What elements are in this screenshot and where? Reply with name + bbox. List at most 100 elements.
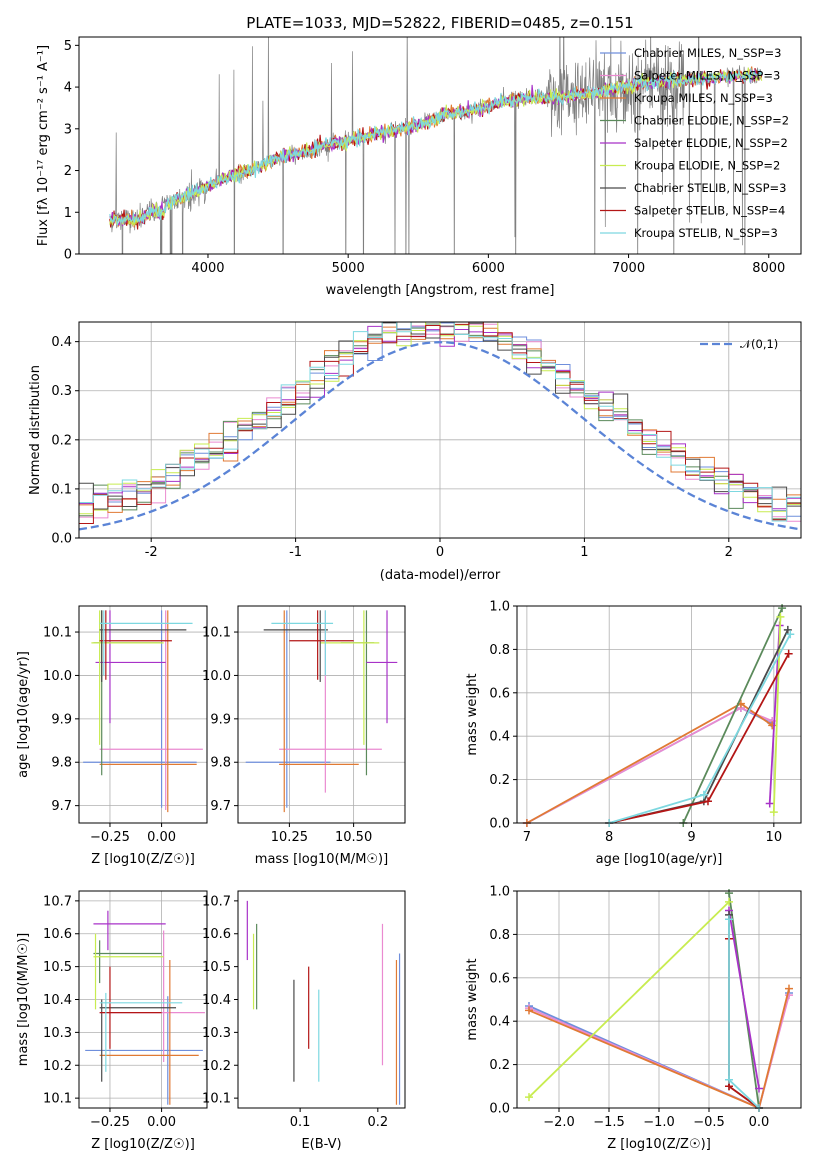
legend-label: Chabrier MILES, N_SSP=3	[634, 46, 781, 60]
mass_vs_ebv-frame	[237, 890, 406, 1109]
series-point	[525, 1006, 533, 1015]
series-line	[682, 607, 783, 824]
age_vs_mass-errorbars	[245, 610, 398, 813]
y-tick-label: 5	[64, 39, 72, 54]
y-tick-label: 10.2	[202, 1059, 231, 1074]
mass_vs_ebv-axes	[234, 900, 379, 1112]
x-tick-label: -1	[289, 545, 302, 560]
weight_vs_Z-frame	[516, 890, 802, 1109]
series-point	[784, 649, 793, 658]
legend-label: Kroupa MILES, N_SSP=3	[634, 91, 773, 105]
series-point	[725, 1075, 733, 1084]
spectrum-frame	[78, 36, 802, 255]
series-point	[785, 984, 793, 993]
series-line	[609, 653, 790, 824]
histogram-ylabel: Normed distribution	[28, 365, 43, 495]
x-tick-label: 9	[687, 830, 695, 845]
weight_vs_age-ylabel: mass weight	[465, 673, 480, 755]
series-point	[786, 630, 795, 639]
spectrum-legend: Chabrier MILES, N_SSP=3 Salpeter MILES, N…	[600, 46, 789, 240]
y-tick-label: 10.4	[43, 993, 72, 1008]
weight_vs_age-xlabel: age [log10(age/yr)]	[596, 852, 723, 867]
series-point	[769, 808, 778, 817]
y-tick-label: 9.9	[210, 712, 231, 727]
mass_vs_Z-xlabel: Z [log10(Z/Z☉)]	[91, 1137, 195, 1152]
y-tick-label: 10.4	[202, 993, 231, 1008]
legend-label: Chabrier STELIB, N_SSP=3	[634, 181, 786, 195]
y-tick-label: 10.1	[43, 1092, 72, 1107]
y-tick-label: 10.1	[43, 626, 72, 641]
histogram-step	[79, 322, 801, 522]
y-tick-label: 0.0	[489, 817, 510, 832]
x-tick-label: 8	[605, 830, 613, 845]
x-tick-label: 0.0	[749, 1115, 770, 1130]
series-point	[778, 604, 787, 613]
series-point	[725, 897, 733, 906]
y-tick-label: 0.6	[489, 971, 510, 986]
age_vs_mass-frame	[237, 605, 406, 824]
x-tick-label: 8000	[752, 261, 785, 276]
series-line	[526, 706, 772, 824]
series-point	[703, 797, 712, 806]
series-line	[528, 901, 730, 1098]
series-line	[728, 938, 760, 1109]
weight_vs_Z-ylabel: mass weight	[465, 958, 480, 1040]
series-point	[783, 625, 792, 634]
legend-label: Salpeter STELIB, N_SSP=4	[634, 204, 785, 218]
y-tick-label: 10.3	[202, 1026, 231, 1041]
series-point	[725, 889, 733, 898]
gaussian-curve	[79, 341, 801, 531]
y-tick-label: 0.4	[489, 730, 510, 745]
y-tick-label: 10.6	[43, 927, 72, 942]
weight_vs_age-lines	[522, 604, 795, 827]
y-tick-label: 9.7	[51, 799, 72, 814]
x-tick-label: −0.25	[90, 830, 130, 845]
legend-label: 𝒩(0,1)	[740, 337, 778, 351]
y-tick-label: 10.1	[202, 626, 231, 641]
y-tick-label: 9.7	[210, 799, 231, 814]
series-point	[755, 1084, 763, 1093]
y-tick-label: 9.9	[51, 712, 72, 727]
x-tick-label: 4000	[191, 261, 224, 276]
mass_vs_Z-frame	[78, 890, 208, 1109]
y-tick-label: 0.8	[489, 928, 510, 943]
x-tick-label: 2	[725, 545, 733, 560]
y-tick-label: 10.5	[43, 960, 72, 975]
y-tick-label: 10.6	[202, 927, 231, 942]
weight_vs_Z-xlabel: Z [log10(Z/Z☉)]	[607, 1137, 711, 1152]
legend-label: Kroupa ELODIE, N_SSP=2	[634, 159, 780, 173]
y-tick-label: 10.7	[43, 894, 72, 909]
legend-label: Kroupa STELIB, N_SSP=3	[634, 226, 778, 240]
series-point	[725, 915, 733, 924]
x-tick-label: 0.00	[147, 830, 176, 845]
age_vs_Z-errorbars	[83, 610, 203, 813]
x-tick-label: 1	[580, 545, 588, 560]
series-line	[526, 702, 773, 824]
y-tick-label: 0.4	[51, 335, 72, 350]
y-tick-label: 0.3	[51, 384, 72, 399]
y-tick-label: 10.3	[43, 1026, 72, 1041]
histogram-xlabel: (data-model)/error	[380, 568, 501, 583]
y-tick-label: 10.0	[43, 669, 72, 684]
x-tick-label: 10	[766, 830, 783, 845]
y-tick-label: 0.2	[51, 433, 72, 448]
x-tick-label: 7000	[612, 261, 645, 276]
age_vs_Z-frame	[78, 605, 208, 824]
age_vs_mass-xlabel: mass [log10(M/M☉)]	[255, 852, 388, 867]
mass_vs_ebv-errorbars	[246, 900, 401, 1105]
y-tick-label: 0.2	[489, 773, 510, 788]
x-tick-label: 0.1	[290, 1115, 311, 1130]
y-tick-label: 0.4	[489, 1015, 510, 1030]
x-tick-label: 7	[523, 830, 531, 845]
weight_vs_age-frame	[516, 605, 802, 824]
spectrum-lines	[109, 37, 763, 254]
y-tick-label: 10.7	[202, 894, 231, 909]
x-tick-label: 5000	[332, 261, 365, 276]
y-tick-label: 0.1	[51, 482, 72, 497]
spectrum-xlabel: wavelength [Angstrom, rest frame]	[326, 283, 555, 298]
age_vs_Z-axes	[75, 606, 207, 827]
age_vs_mass-axes	[234, 606, 405, 827]
y-tick-label: 0.8	[489, 643, 510, 658]
mass_vs_Z-errorbars	[85, 910, 205, 1105]
